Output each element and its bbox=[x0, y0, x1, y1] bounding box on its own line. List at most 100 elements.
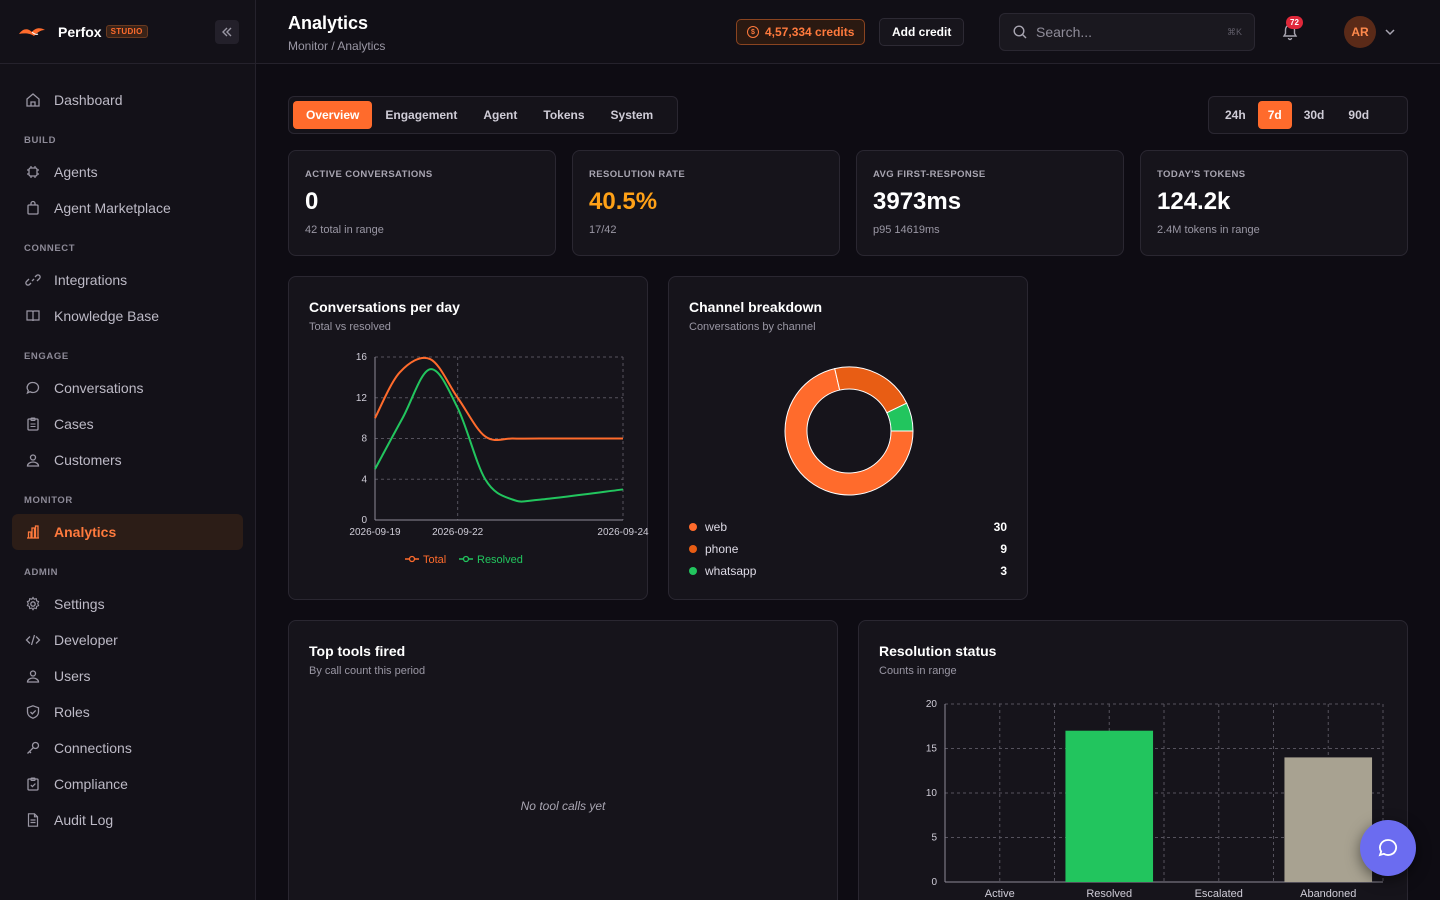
sidebar-item-label: Conversations bbox=[54, 380, 144, 396]
stat-card-todays-tokens: TODAY'S TOKENS 124.2k 2.4M tokens in ran… bbox=[1140, 150, 1408, 256]
sidebar-item-audit-log[interactable]: Audit Log bbox=[12, 802, 243, 838]
search-shortcut: ⌘K bbox=[1226, 26, 1242, 37]
tab-tokens[interactable]: Tokens bbox=[543, 108, 585, 122]
y-tick-label: 0 bbox=[361, 515, 367, 526]
donut-chart bbox=[784, 366, 914, 496]
card-title: Channel breakdown bbox=[689, 299, 823, 315]
range-7d[interactable]: 7d bbox=[1257, 101, 1292, 129]
sidebar-item-agent-marketplace[interactable]: Agent Marketplace bbox=[12, 190, 243, 226]
brand-tag: STUDIO bbox=[105, 25, 148, 38]
card-subtitle: Counts in range bbox=[879, 665, 957, 677]
cpu-icon bbox=[24, 163, 42, 181]
range-30d[interactable]: 30d bbox=[1303, 108, 1325, 122]
stat-value: 3973ms bbox=[873, 188, 962, 215]
avatar[interactable]: AR bbox=[1344, 16, 1376, 48]
search-input[interactable]: Search... ⌘K bbox=[999, 13, 1255, 51]
series-line-total bbox=[374, 356, 623, 442]
sidebar-item-roles[interactable]: Roles bbox=[12, 694, 243, 730]
chevron-down-icon[interactable] bbox=[1384, 26, 1396, 38]
sidebar-item-analytics[interactable]: Analytics bbox=[12, 514, 243, 550]
bar-chart: 0 5 10 15 20 Active Resolved Escalated Abandoned bbox=[926, 699, 1384, 900]
legend-dot bbox=[689, 523, 697, 531]
sidebar-section-engage: ENGAGE bbox=[24, 351, 69, 362]
sidebar-item-knowledge-base[interactable]: Knowledge Base bbox=[12, 298, 243, 334]
sidebar-item-label: Roles bbox=[54, 704, 90, 720]
tab-agent[interactable]: Agent bbox=[483, 108, 518, 122]
legend-row-phone: phone 9 bbox=[689, 541, 1007, 557]
card-title: Resolution status bbox=[879, 643, 997, 659]
x-tick-label: 2026-09-22 bbox=[432, 527, 484, 538]
user-icon bbox=[24, 667, 42, 685]
sidebar-item-label: Connections bbox=[54, 740, 132, 756]
gear-icon bbox=[24, 595, 42, 613]
sidebar-item-compliance[interactable]: Compliance bbox=[12, 766, 243, 802]
add-credit-button[interactable]: Add credit bbox=[879, 18, 965, 46]
stat-label: AVG FIRST-RESPONSE bbox=[873, 169, 986, 180]
search-placeholder: Search... bbox=[1036, 24, 1093, 40]
code-icon bbox=[24, 631, 42, 649]
tab-overview[interactable]: Overview bbox=[293, 101, 373, 129]
notification-count-badge: 72 bbox=[1286, 16, 1303, 29]
sidebar-item-label: Cases bbox=[54, 416, 94, 432]
stat-label: RESOLUTION RATE bbox=[589, 169, 686, 180]
bar-resolved bbox=[1065, 730, 1154, 882]
stat-sub: p95 14619ms bbox=[873, 224, 940, 236]
chat-bubble-icon bbox=[1378, 839, 1397, 857]
clipboard-check-icon bbox=[24, 775, 42, 793]
x-tick-label: 2026-09-19 bbox=[349, 527, 401, 538]
sidebar-item-users[interactable]: Users bbox=[12, 658, 243, 694]
sidebar-item-label: Audit Log bbox=[54, 812, 114, 828]
y-tick-label: 15 bbox=[926, 744, 938, 755]
sidebar-item-label: Knowledge Base bbox=[54, 308, 160, 324]
range-90d[interactable]: 90d bbox=[1348, 108, 1370, 122]
key-icon bbox=[24, 739, 42, 757]
chevrons-left-icon bbox=[222, 27, 232, 37]
stat-card-resolution-rate: RESOLUTION RATE 40.5% 17/42 bbox=[572, 150, 840, 256]
sidebar-item-cases[interactable]: Cases bbox=[12, 406, 243, 442]
stat-sub: 42 total in range bbox=[305, 224, 384, 236]
collapse-sidebar-button[interactable] bbox=[215, 20, 239, 44]
sidebar-item-label: Developer bbox=[54, 632, 118, 648]
y-tick-label: 4 bbox=[361, 474, 367, 485]
sidebar-section-build: BUILD bbox=[24, 135, 57, 146]
stat-label: ACTIVE CONVERSATIONS bbox=[305, 169, 433, 180]
legend-value: 9 bbox=[1000, 542, 1007, 556]
brand-name: Perfox bbox=[58, 23, 102, 40]
sidebar-item-agents[interactable]: Agents bbox=[12, 154, 243, 190]
stat-sub: 17/42 bbox=[589, 224, 617, 236]
y-tick-label: 8 bbox=[361, 434, 367, 445]
stat-value: 40.5% bbox=[589, 188, 658, 215]
sidebar-item-label: Users bbox=[54, 668, 91, 684]
sidebar-nav: Dashboard BUILD Agents Agent Marketplace… bbox=[0, 64, 255, 838]
sidebar-item-developer[interactable]: Developer bbox=[12, 622, 243, 658]
channel-breakdown-card: Channel breakdown Conversations by chann… bbox=[668, 276, 1028, 600]
stat-value: 0 bbox=[305, 188, 319, 215]
legend-label: Total bbox=[423, 554, 446, 566]
top-tools-card: Top tools fired By call count this perio… bbox=[288, 620, 838, 900]
home-icon bbox=[24, 91, 42, 109]
sidebar-item-customers[interactable]: Customers bbox=[12, 442, 243, 478]
chat-fab-button[interactable] bbox=[1360, 820, 1416, 876]
stat-card-active-conversations: ACTIVE CONVERSATIONS 0 42 total in range bbox=[288, 150, 556, 256]
bar-chart-icon bbox=[24, 523, 42, 541]
legend-value: 3 bbox=[1000, 564, 1007, 578]
y-tick-label: 5 bbox=[931, 833, 937, 844]
brand: Perfox STUDIO bbox=[0, 0, 255, 64]
link-icon bbox=[24, 271, 42, 289]
tab-engagement[interactable]: Engagement bbox=[385, 108, 458, 122]
sidebar-item-integrations[interactable]: Integrations bbox=[12, 262, 243, 298]
donut-slice-phone bbox=[834, 366, 908, 414]
stat-card-avg-first-response: AVG FIRST-RESPONSE 3973ms p95 14619ms bbox=[856, 150, 1124, 256]
credits-badge[interactable]: $ 4,57,334 credits bbox=[736, 19, 866, 45]
donut-slice-whatsapp bbox=[886, 402, 914, 432]
legend-dot bbox=[689, 567, 697, 575]
donut-slice-web bbox=[784, 368, 914, 496]
sidebar-item-conversations[interactable]: Conversations bbox=[12, 370, 243, 406]
sidebar-item-connections[interactable]: Connections bbox=[12, 730, 243, 766]
sidebar-item-settings[interactable]: Settings bbox=[12, 586, 243, 622]
tab-system[interactable]: System bbox=[610, 108, 654, 122]
clipboard-icon bbox=[24, 415, 42, 433]
sidebar-item-dashboard[interactable]: Dashboard bbox=[12, 82, 243, 118]
range-24h[interactable]: 24h bbox=[1225, 108, 1246, 122]
x-tick-label: Escalated bbox=[1195, 888, 1243, 900]
